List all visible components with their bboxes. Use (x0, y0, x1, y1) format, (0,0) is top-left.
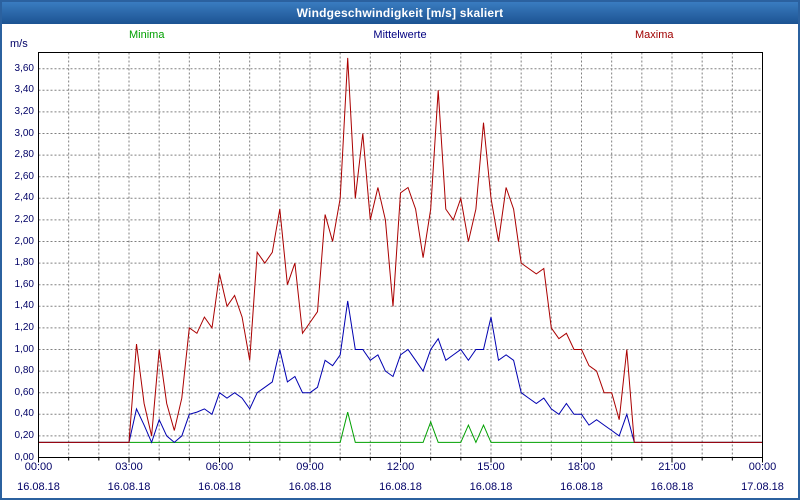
x-time-label: 03:00 (115, 461, 143, 473)
series-line-maxima (38, 57, 763, 443)
y-tick-label: 0,40 (14, 408, 34, 420)
x-time-label: 09:00 (296, 461, 324, 473)
x-date-label: 16.08.18 (198, 481, 241, 493)
y-tick-label: 3,00 (14, 127, 34, 139)
y-tick-label: 3,40 (14, 84, 34, 96)
x-date-label: 16.08.18 (17, 481, 60, 493)
x-date-label: 16.08.18 (469, 481, 513, 493)
window-title: Windgeschwindigkeit [m/s] skaliert (296, 6, 504, 20)
plot-area (38, 52, 763, 463)
x-time-label: 12:00 (386, 461, 415, 473)
y-tick-label: 0,20 (14, 429, 34, 441)
x-time-label: 00:00 (748, 461, 777, 473)
x-time-label: 21:00 (658, 461, 686, 473)
y-tick-label: 3,20 (14, 105, 34, 117)
y-tick-label: 2,00 (14, 235, 34, 247)
x-date-label: 16.08.18 (288, 481, 332, 493)
y-tick-label: 2,80 (14, 149, 34, 161)
y-tick-label: 0,00 (14, 451, 34, 463)
y-tick-label: 3,60 (14, 62, 34, 74)
y-tick-label: 1,40 (14, 300, 34, 312)
y-tick-label: 2,40 (14, 192, 34, 204)
legend-minima-label: Minima (129, 29, 165, 41)
y-tick-label: 1,20 (14, 321, 34, 333)
legend-maxima-label: Maxima (635, 29, 674, 41)
x-time-label: 06:00 (205, 461, 234, 473)
y-tick-label: 1,00 (14, 343, 34, 355)
x-time-label: 18:00 (567, 461, 596, 473)
x-date-label: 16.08.18 (650, 481, 694, 493)
y-tick-label: 1,80 (14, 257, 34, 269)
y-tick-label: 0,60 (14, 386, 34, 398)
series-lines (38, 57, 763, 444)
y-tick-label: 2,60 (14, 170, 34, 182)
y-tick-label: 0,80 (14, 365, 34, 377)
x-date-label: 16.08.18 (379, 481, 422, 493)
title-bar: Windgeschwindigkeit [m/s] skaliert (2, 2, 798, 24)
x-time-label: 00:00 (24, 461, 53, 473)
x-date-label: 16.08.18 (107, 481, 151, 493)
y-tick-label: 1,60 (14, 278, 34, 290)
y-axis-unit-label: m/s (10, 38, 28, 50)
legend-mittelwerte-label: Mittelwerte (373, 29, 427, 41)
y-tick-label: 2,20 (14, 213, 34, 225)
x-time-label: 15:00 (477, 461, 505, 473)
plot-frame (38, 52, 763, 458)
x-date-label: 16.08.18 (560, 481, 603, 493)
grid-lines (38, 52, 763, 458)
x-date-label: 17.08.18 (741, 481, 784, 493)
